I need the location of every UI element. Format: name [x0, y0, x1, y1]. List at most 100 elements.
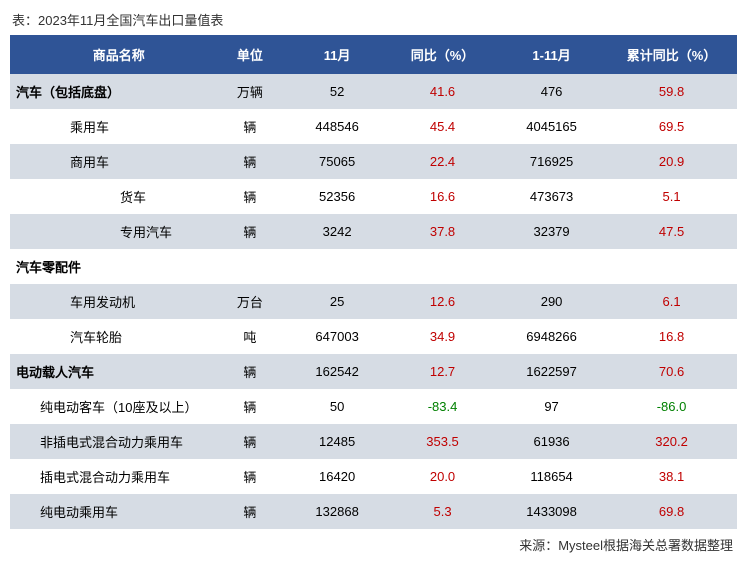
- cell-unit: [214, 249, 287, 284]
- cell-jan-nov: 1433098: [497, 494, 606, 529]
- cell-unit: 辆: [214, 354, 287, 389]
- export-table: 商品名称 单位 11月 同比（%） 1-11月 累计同比（%） 汽车（包括底盘）…: [10, 35, 737, 529]
- cell-yoy: -83.4: [388, 389, 497, 424]
- cell-unit: 辆: [214, 389, 287, 424]
- cell-cum-yoy: 16.8: [606, 319, 737, 354]
- table-row: 纯电动客车（10座及以上）辆50-83.497-86.0: [10, 389, 737, 424]
- cell-nov: 75065: [286, 144, 388, 179]
- cell-cum-yoy: 5.1: [606, 179, 737, 214]
- cell-yoy: 12.7: [388, 354, 497, 389]
- cell-name: 专用汽车: [10, 214, 214, 249]
- cell-jan-nov: 476: [497, 74, 606, 109]
- cell-unit: 万辆: [214, 74, 287, 109]
- cell-yoy: 34.9: [388, 319, 497, 354]
- cell-nov: 12485: [286, 424, 388, 459]
- cell-jan-nov: 32379: [497, 214, 606, 249]
- header-row: 商品名称 单位 11月 同比（%） 1-11月 累计同比（%）: [10, 35, 737, 74]
- cell-name: 汽车（包括底盘）: [10, 74, 214, 109]
- cell-name: 货车: [10, 179, 214, 214]
- cell-name: 汽车零配件: [10, 249, 214, 284]
- cell-yoy: 353.5: [388, 424, 497, 459]
- cell-unit: 万台: [214, 284, 287, 319]
- cell-jan-nov: 716925: [497, 144, 606, 179]
- cell-cum-yoy: 47.5: [606, 214, 737, 249]
- cell-jan-nov: 97: [497, 389, 606, 424]
- cell-unit: 辆: [214, 109, 287, 144]
- cell-name: 商用车: [10, 144, 214, 179]
- cell-nov: 25: [286, 284, 388, 319]
- cell-jan-nov: 290: [497, 284, 606, 319]
- table-row: 商用车辆7506522.471692520.9: [10, 144, 737, 179]
- table-row: 车用发动机万台2512.62906.1: [10, 284, 737, 319]
- cell-name: 纯电动客车（10座及以上）: [10, 389, 214, 424]
- cell-jan-nov: 6948266: [497, 319, 606, 354]
- col-unit: 单位: [214, 35, 287, 74]
- col-cum-yoy: 累计同比（%）: [606, 35, 737, 74]
- source-text: 来源：Mysteel根据海关总署数据整理: [10, 535, 737, 554]
- cell-name: 车用发动机: [10, 284, 214, 319]
- table-row: 插电式混合动力乘用车辆1642020.011865438.1: [10, 459, 737, 494]
- cell-unit: 辆: [214, 424, 287, 459]
- col-jan-nov: 1-11月: [497, 35, 606, 74]
- cell-name: 插电式混合动力乘用车: [10, 459, 214, 494]
- cell-cum-yoy: -86.0: [606, 389, 737, 424]
- cell-cum-yoy: 320.2: [606, 424, 737, 459]
- cell-jan-nov: 473673: [497, 179, 606, 214]
- cell-cum-yoy: 20.9: [606, 144, 737, 179]
- cell-nov: 448546: [286, 109, 388, 144]
- cell-jan-nov: 1622597: [497, 354, 606, 389]
- cell-yoy: 22.4: [388, 144, 497, 179]
- cell-unit: 辆: [214, 494, 287, 529]
- cell-cum-yoy: 59.8: [606, 74, 737, 109]
- cell-name: 汽车轮胎: [10, 319, 214, 354]
- cell-nov: 52356: [286, 179, 388, 214]
- cell-yoy: 45.4: [388, 109, 497, 144]
- cell-nov: [286, 249, 388, 284]
- table-title: 表：2023年11月全国汽车出口量值表: [10, 10, 737, 29]
- table-row: 汽车（包括底盘）万辆5241.647659.8: [10, 74, 737, 109]
- cell-nov: 50: [286, 389, 388, 424]
- cell-nov: 132868: [286, 494, 388, 529]
- cell-jan-nov: 118654: [497, 459, 606, 494]
- table-row: 货车辆5235616.64736735.1: [10, 179, 737, 214]
- cell-yoy: 37.8: [388, 214, 497, 249]
- cell-name: 纯电动乘用车: [10, 494, 214, 529]
- table-row: 纯电动乘用车辆1328685.3143309869.8: [10, 494, 737, 529]
- cell-cum-yoy: 38.1: [606, 459, 737, 494]
- cell-cum-yoy: 69.8: [606, 494, 737, 529]
- cell-unit: 吨: [214, 319, 287, 354]
- cell-yoy: 5.3: [388, 494, 497, 529]
- table-row: 汽车零配件: [10, 249, 737, 284]
- cell-jan-nov: 4045165: [497, 109, 606, 144]
- cell-cum-yoy: [606, 249, 737, 284]
- cell-jan-nov: 61936: [497, 424, 606, 459]
- cell-unit: 辆: [214, 144, 287, 179]
- cell-jan-nov: [497, 249, 606, 284]
- cell-nov: 3242: [286, 214, 388, 249]
- col-nov: 11月: [286, 35, 388, 74]
- table-row: 电动载人汽车辆16254212.7162259770.6: [10, 354, 737, 389]
- cell-yoy: 41.6: [388, 74, 497, 109]
- table-row: 非插电式混合动力乘用车辆12485353.561936320.2: [10, 424, 737, 459]
- cell-unit: 辆: [214, 214, 287, 249]
- cell-unit: 辆: [214, 459, 287, 494]
- cell-yoy: 16.6: [388, 179, 497, 214]
- cell-name: 乘用车: [10, 109, 214, 144]
- cell-yoy: 12.6: [388, 284, 497, 319]
- cell-yoy: 20.0: [388, 459, 497, 494]
- col-yoy: 同比（%）: [388, 35, 497, 74]
- cell-unit: 辆: [214, 179, 287, 214]
- cell-nov: 16420: [286, 459, 388, 494]
- table-row: 乘用车辆44854645.4404516569.5: [10, 109, 737, 144]
- cell-cum-yoy: 6.1: [606, 284, 737, 319]
- table-row: 专用汽车辆324237.83237947.5: [10, 214, 737, 249]
- cell-nov: 162542: [286, 354, 388, 389]
- cell-cum-yoy: 70.6: [606, 354, 737, 389]
- cell-nov: 52: [286, 74, 388, 109]
- cell-name: 电动载人汽车: [10, 354, 214, 389]
- table-row: 汽车轮胎吨64700334.9694826616.8: [10, 319, 737, 354]
- cell-nov: 647003: [286, 319, 388, 354]
- cell-name: 非插电式混合动力乘用车: [10, 424, 214, 459]
- cell-yoy: [388, 249, 497, 284]
- col-name: 商品名称: [10, 35, 214, 74]
